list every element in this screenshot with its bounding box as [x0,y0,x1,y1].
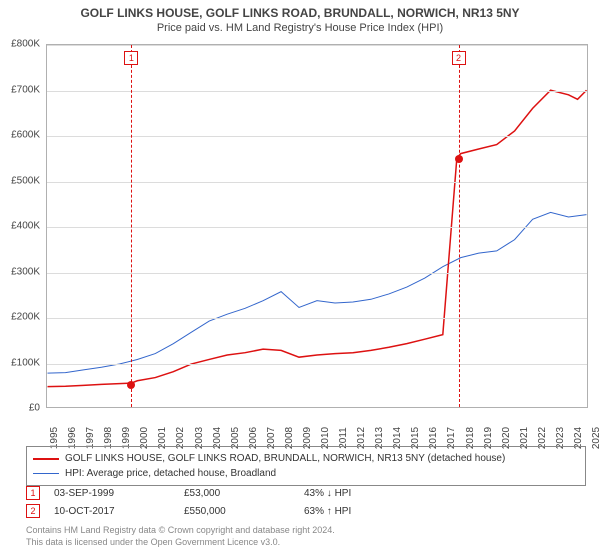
transactions-table: 1 03-SEP-1999£53,00043% ↓ HPI 2 10-OCT-2017… [26,484,586,520]
transaction-price: £53,000 [184,488,304,499]
legend-row: GOLF LINKS HOUSE, GOLF LINKS ROAD, BRUND… [33,451,579,466]
y-tick-label: £100K [11,357,40,368]
event-line [131,45,132,407]
transaction-date: 10-OCT-2017 [54,506,184,517]
series-line [47,90,586,386]
legend-label: HPI: Average price, detached house, Broa… [65,468,276,479]
transaction-marker: 1 [26,486,40,500]
transaction-pct: 63% ↑ HPI [304,506,414,517]
series-line [47,212,586,373]
y-axis: £0£100K£200K£300K£400K£500K£600K£700K£80… [0,44,44,408]
y-tick-label: £700K [11,84,40,95]
gridline [47,273,587,274]
legend: GOLF LINKS HOUSE, GOLF LINKS ROAD, BRUND… [26,446,586,486]
transaction-date: 03-SEP-1999 [54,488,184,499]
footer-line-2: This data is licensed under the Open Gov… [26,536,335,548]
legend-swatch [33,458,59,460]
titles: GOLF LINKS HOUSE, GOLF LINKS ROAD, BRUND… [0,0,600,34]
y-tick-label: £800K [11,39,40,50]
gridline [47,91,587,92]
title-sub: Price paid vs. HM Land Registry's House … [0,22,600,34]
transaction-row: 1 03-SEP-1999£53,00043% ↓ HPI [26,484,586,502]
footer-attribution: Contains HM Land Registry data © Crown c… [26,524,335,548]
gridline [47,136,587,137]
legend-label: GOLF LINKS HOUSE, GOLF LINKS ROAD, BRUND… [65,453,505,464]
gridline [47,364,587,365]
event-marker: 1 [124,51,138,65]
y-tick-label: £200K [11,312,40,323]
transaction-row: 2 10-OCT-2017£550,00063% ↑ HPI [26,502,586,520]
title-main: GOLF LINKS HOUSE, GOLF LINKS ROAD, BRUND… [0,6,600,20]
x-tick-label: 2025 [591,427,600,449]
gridline [47,45,587,46]
transaction-pct: 43% ↓ HPI [304,488,414,499]
legend-swatch [33,473,59,474]
legend-row: HPI: Average price, detached house, Broa… [33,466,579,481]
y-tick-label: £0 [29,403,40,414]
gridline [47,182,587,183]
price-chart-figure: GOLF LINKS HOUSE, GOLF LINKS ROAD, BRUND… [0,0,600,560]
event-line [459,45,460,407]
y-tick-label: £400K [11,221,40,232]
transaction-dot [455,155,463,163]
gridline [47,227,587,228]
event-marker: 2 [452,51,466,65]
transaction-price: £550,000 [184,506,304,517]
y-tick-label: £300K [11,266,40,277]
footer-line-1: Contains HM Land Registry data © Crown c… [26,524,335,536]
y-tick-label: £600K [11,130,40,141]
gridline [47,318,587,319]
chart-svg [47,45,587,407]
chart-plot-area: 12 [46,44,588,408]
y-tick-label: £500K [11,175,40,186]
transaction-dot [127,381,135,389]
transaction-marker: 2 [26,504,40,518]
x-axis: 1995199619971998199920002001200220032004… [46,410,588,444]
